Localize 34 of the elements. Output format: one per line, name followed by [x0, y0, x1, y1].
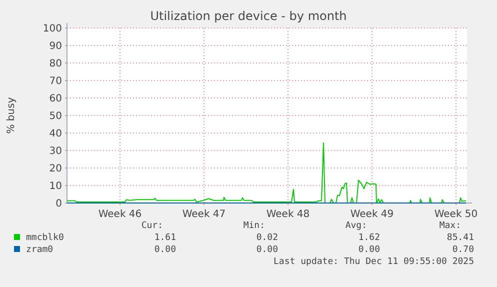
text: Min:: [243, 221, 265, 231]
y-tick-label: 10: [49, 181, 62, 192]
x-tick-label: Week 48: [266, 209, 310, 220]
text: 0.00: [358, 245, 380, 255]
legend-label: zram0: [26, 245, 54, 255]
x-tick-label: Week 49: [350, 209, 394, 220]
y-tick-label: 80: [49, 58, 62, 70]
line-series: [66, 142, 466, 204]
text: 0.02: [256, 233, 278, 243]
y-tick-label: 50: [49, 111, 62, 122]
y-tick-label: 70: [49, 76, 62, 87]
text: 1.62: [358, 233, 380, 243]
text: 0.00: [256, 245, 278, 255]
text: Last update: Thu Dec 11 09:55:00 2025: [274, 257, 474, 267]
text: 85.41: [446, 233, 474, 243]
y-tick-label: 40: [49, 128, 62, 140]
x-tick-label: Week 46: [98, 209, 142, 220]
text: 0.70: [452, 245, 474, 255]
text: Avg:: [345, 221, 367, 231]
y-tick-label: 20: [49, 164, 62, 174]
text: 1.61: [154, 233, 176, 243]
y-tick-label: 60: [49, 94, 62, 104]
text: 0.00: [154, 245, 176, 255]
y-tick-label: 0: [56, 198, 62, 210]
text: Max:: [439, 221, 461, 231]
legend-label: mmcblk0: [26, 233, 64, 243]
y-tick-label: 30: [49, 146, 62, 157]
x-tick-label: Week 47: [182, 209, 226, 220]
y-axis-title: % busy: [6, 97, 17, 134]
chart-title: Utilization per device - by month: [150, 9, 347, 23]
text: Cur:: [141, 221, 163, 231]
x-tick-label: Week 50: [434, 209, 478, 220]
y-tick-label: 100: [42, 24, 62, 34]
y-tick-label: 90: [49, 41, 62, 52]
